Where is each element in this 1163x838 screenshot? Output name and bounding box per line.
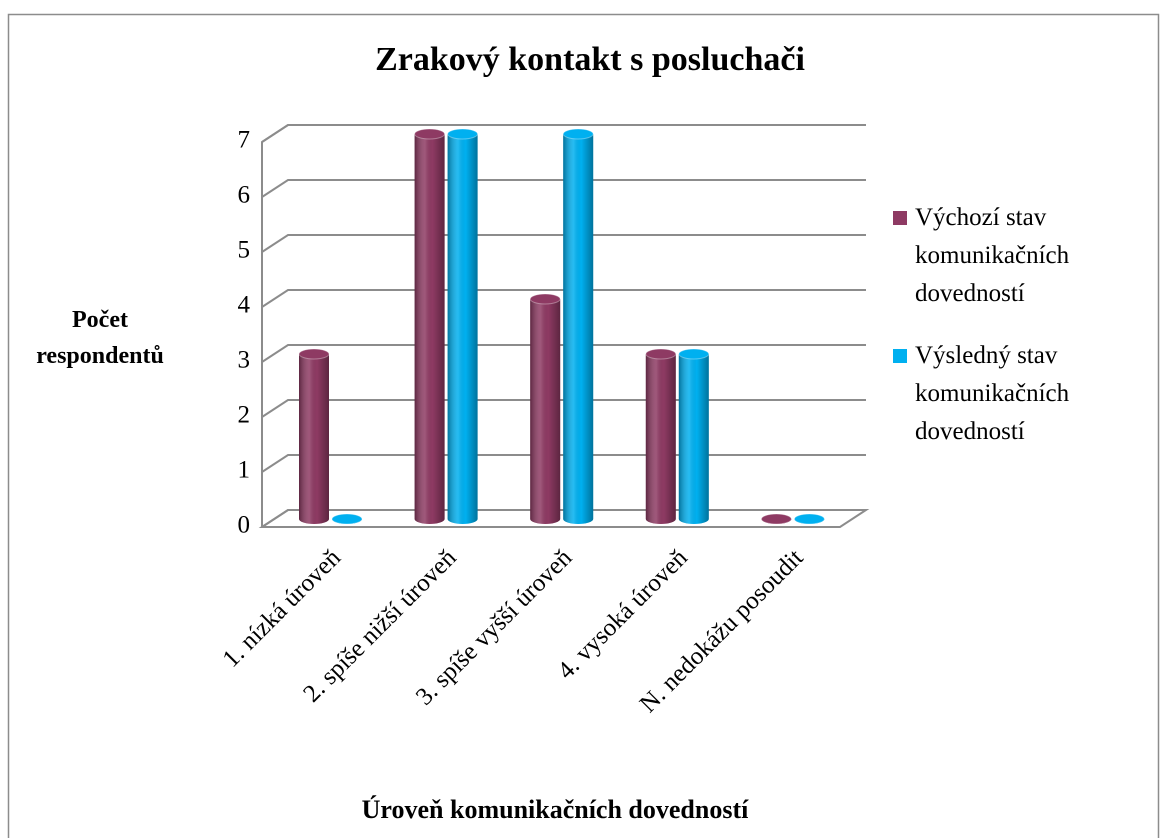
bar-top (298, 348, 330, 360)
bar-shade (645, 354, 676, 524)
y-tick-label: 6 (238, 182, 251, 209)
y-axis-title: Počet respondentů (36, 307, 164, 369)
bar-top (760, 513, 792, 525)
x-axis-title: Úroveň komunikačních dovedností (362, 795, 749, 824)
bar (760, 513, 792, 525)
bar-shade (299, 354, 329, 524)
bar (645, 348, 677, 524)
bar-shade (563, 134, 594, 524)
bar-top (414, 128, 446, 140)
legend-item: Výchozí stav komunikačních dovedností (893, 199, 1133, 313)
bar (793, 513, 825, 525)
bar-shade (447, 134, 478, 524)
grid-line (261, 124, 866, 143)
legend-label: Výsledný stav komunikačních dovedností (915, 342, 1070, 445)
legend-item: Výsledný stav komunikačních dovedností (893, 337, 1133, 451)
bar (447, 128, 479, 524)
bar-shade (678, 354, 709, 524)
bar-shade (530, 299, 561, 524)
y-tick-label: 3 (238, 347, 251, 374)
chart-title: Zrakový kontakt s posluchači (375, 41, 805, 78)
bar-top (562, 128, 594, 140)
grid-line (261, 344, 866, 363)
y-tick-label: 0 (238, 512, 251, 539)
y-tick-label: 2 (238, 402, 251, 429)
bar-top (529, 293, 561, 305)
legend-label: Výchozí stav komunikačních dovedností (915, 204, 1070, 307)
bar (331, 513, 363, 525)
bar-top (793, 513, 825, 525)
y-tick-label: 5 (238, 237, 251, 264)
legend-swatch (893, 349, 907, 363)
grid-line (261, 289, 866, 308)
bar (529, 293, 561, 524)
bar (678, 348, 710, 524)
bar-top (331, 513, 363, 525)
bar (414, 128, 446, 524)
grid-line (261, 179, 866, 198)
y-tick-label: 7 (238, 127, 251, 154)
bar (298, 348, 330, 524)
legend-swatch (893, 211, 907, 225)
bar (562, 128, 594, 524)
y-tick-label: 4 (238, 292, 251, 319)
bar-top (447, 128, 479, 140)
bar-top (678, 348, 710, 360)
grid-line (261, 234, 866, 253)
y-tick-label: 1 (238, 457, 251, 484)
bar-shade (414, 134, 445, 524)
bar-top (645, 348, 677, 360)
